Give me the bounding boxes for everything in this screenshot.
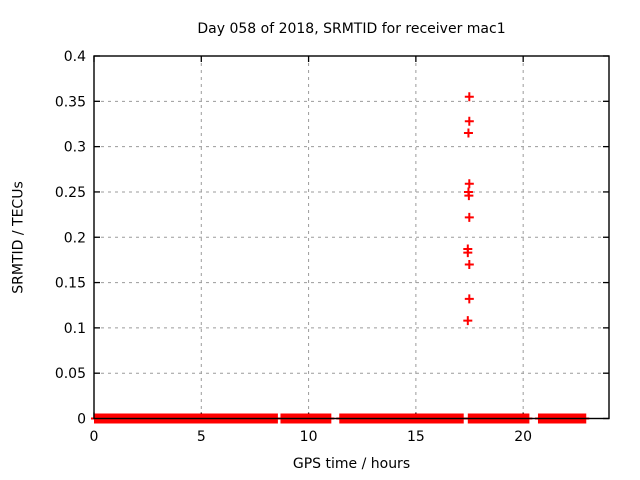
y-tick-label: 0.25 bbox=[55, 185, 86, 201]
data-point-plus bbox=[464, 294, 474, 304]
data-point-plus bbox=[463, 128, 473, 138]
data-point-plus bbox=[464, 191, 474, 201]
y-tick-label: 0.3 bbox=[64, 140, 86, 156]
x-tick-label: 0 bbox=[90, 429, 99, 445]
x-tick-label: 20 bbox=[514, 429, 532, 445]
y-tick-label: 0 bbox=[77, 412, 86, 428]
plot-border bbox=[93, 55, 610, 420]
y-tick-label: 0.2 bbox=[64, 230, 86, 246]
data-point-plus bbox=[463, 248, 473, 258]
data-point-plus bbox=[464, 92, 474, 102]
data-point-plus bbox=[463, 316, 473, 326]
data-point-plus bbox=[464, 116, 474, 126]
y-tick-label: 0.05 bbox=[55, 366, 86, 382]
y-tick-label: 0.35 bbox=[55, 94, 86, 110]
chart-title: Day 058 of 2018, SRMTID for receiver mac… bbox=[197, 21, 506, 37]
x-axis-label: GPS time / hours bbox=[292, 456, 411, 472]
x-tick-label: 5 bbox=[197, 429, 206, 445]
x-tick-label: 10 bbox=[300, 429, 318, 445]
y-tick-label: 0.1 bbox=[64, 321, 86, 337]
data-point-plus bbox=[464, 179, 474, 189]
data-point-plus bbox=[464, 259, 474, 269]
y-tick-label: 0.4 bbox=[64, 49, 86, 65]
y-tick-label: 0.15 bbox=[55, 276, 86, 292]
x-tick-label: 15 bbox=[407, 429, 425, 445]
data-point-plus bbox=[464, 212, 474, 222]
